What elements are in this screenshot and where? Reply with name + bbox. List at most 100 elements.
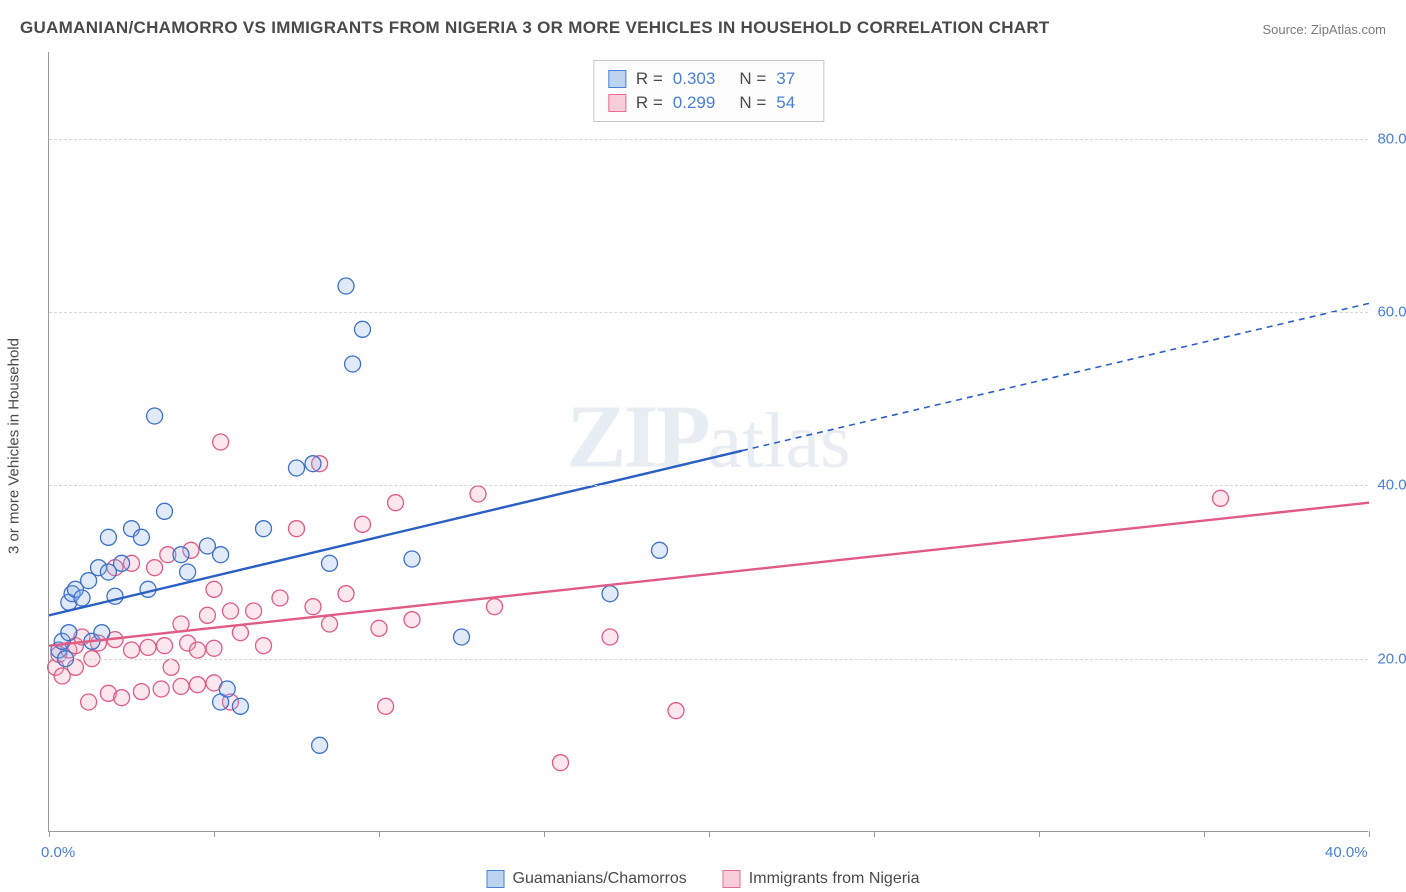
r-label: R = — [636, 69, 663, 89]
scatter-point — [81, 694, 97, 710]
scatter-point — [388, 495, 404, 511]
x-axis-label: 0.0% — [41, 844, 75, 861]
legend-row-blue: R = 0.303 N = 37 — [608, 67, 809, 91]
plot-area: ZIPatlas R = 0.303 N = 37 R = 0.299 N = … — [48, 52, 1368, 832]
legend-row-pink: R = 0.299 N = 54 — [608, 91, 809, 115]
y-axis-label: 20.0% — [1377, 650, 1406, 667]
n-label: N = — [739, 69, 766, 89]
y-axis-label: 80.0% — [1377, 130, 1406, 147]
scatter-point — [206, 640, 222, 656]
scatter-point — [206, 581, 222, 597]
x-tick — [379, 831, 380, 837]
scatter-point — [305, 456, 321, 472]
scatter-point — [173, 547, 189, 563]
scatter-point — [404, 612, 420, 628]
n-label: N = — [739, 93, 766, 113]
scatter-point — [157, 503, 173, 519]
scatter-point — [114, 690, 130, 706]
n-value: 54 — [776, 93, 795, 113]
scatter-point — [173, 678, 189, 694]
scatter-point — [470, 486, 486, 502]
scatter-point — [371, 620, 387, 636]
legend-swatch-blue — [608, 70, 626, 88]
source-label: Source: ZipAtlas.com — [1262, 22, 1386, 37]
scatter-point — [668, 703, 684, 719]
scatter-point — [322, 616, 338, 632]
r-value: 0.303 — [673, 69, 716, 89]
scatter-point — [246, 603, 262, 619]
n-value: 37 — [776, 69, 795, 89]
scatter-point — [355, 516, 371, 532]
scatter-point — [256, 521, 272, 537]
x-tick — [544, 831, 545, 837]
scatter-point — [487, 599, 503, 615]
trend-line-blue — [49, 451, 742, 616]
legend-item-pink: Immigrants from Nigeria — [723, 870, 920, 888]
scatter-point — [322, 555, 338, 571]
y-axis-label: 40.0% — [1377, 477, 1406, 494]
scatter-point — [232, 698, 248, 714]
scatter-point — [180, 564, 196, 580]
scatter-point — [404, 551, 420, 567]
series-legend: Guamanians/Chamorros Immigrants from Nig… — [487, 870, 920, 888]
scatter-point — [163, 659, 179, 675]
legend-label: Guamanians/Chamorros — [513, 870, 687, 888]
plot-svg — [49, 52, 1368, 831]
r-value: 0.299 — [673, 93, 716, 113]
scatter-point — [219, 681, 235, 697]
legend-swatch-pink — [723, 870, 741, 888]
scatter-point — [190, 642, 206, 658]
gridline — [49, 139, 1368, 140]
scatter-point — [153, 681, 169, 697]
scatter-point — [256, 638, 272, 654]
r-label: R = — [636, 93, 663, 113]
legend-item-blue: Guamanians/Chamorros — [487, 870, 687, 888]
x-tick — [1039, 831, 1040, 837]
legend-swatch-blue — [487, 870, 505, 888]
scatter-point — [190, 677, 206, 693]
x-tick — [709, 831, 710, 837]
scatter-point — [199, 607, 215, 623]
scatter-point — [213, 434, 229, 450]
scatter-point — [133, 684, 149, 700]
scatter-point — [289, 460, 305, 476]
x-tick — [874, 831, 875, 837]
scatter-point — [272, 590, 288, 606]
x-tick — [1369, 831, 1370, 837]
scatter-point — [305, 599, 321, 615]
scatter-point — [124, 642, 140, 658]
scatter-point — [223, 603, 239, 619]
scatter-point — [312, 737, 328, 753]
scatter-point — [338, 586, 354, 602]
scatter-point — [553, 755, 569, 771]
scatter-point — [602, 629, 618, 645]
y-axis-title: 3 or more Vehicles in Household — [6, 338, 23, 554]
scatter-point — [147, 560, 163, 576]
legend-swatch-pink — [608, 94, 626, 112]
x-tick — [214, 831, 215, 837]
scatter-point — [378, 698, 394, 714]
scatter-point — [114, 555, 130, 571]
x-tick — [1204, 831, 1205, 837]
scatter-point — [157, 638, 173, 654]
x-tick — [49, 831, 50, 837]
scatter-point — [232, 625, 248, 641]
scatter-point — [338, 278, 354, 294]
gridline — [49, 312, 1368, 313]
chart-container: GUAMANIAN/CHAMORRO VS IMMIGRANTS FROM NI… — [0, 0, 1406, 892]
scatter-point — [74, 590, 90, 606]
y-axis-label: 60.0% — [1377, 304, 1406, 321]
scatter-point — [140, 639, 156, 655]
trend-line-pink — [49, 503, 1369, 646]
chart-title: GUAMANIAN/CHAMORRO VS IMMIGRANTS FROM NI… — [20, 18, 1050, 38]
legend-label: Immigrants from Nigeria — [749, 870, 920, 888]
correlation-legend: R = 0.303 N = 37 R = 0.299 N = 54 — [593, 60, 824, 122]
scatter-point — [213, 547, 229, 563]
x-axis-label: 40.0% — [1325, 844, 1368, 861]
gridline — [49, 485, 1368, 486]
scatter-point — [100, 529, 116, 545]
scatter-point — [61, 625, 77, 641]
trend-line-blue-dashed — [742, 303, 1369, 450]
scatter-point — [1213, 490, 1229, 506]
scatter-point — [355, 321, 371, 337]
